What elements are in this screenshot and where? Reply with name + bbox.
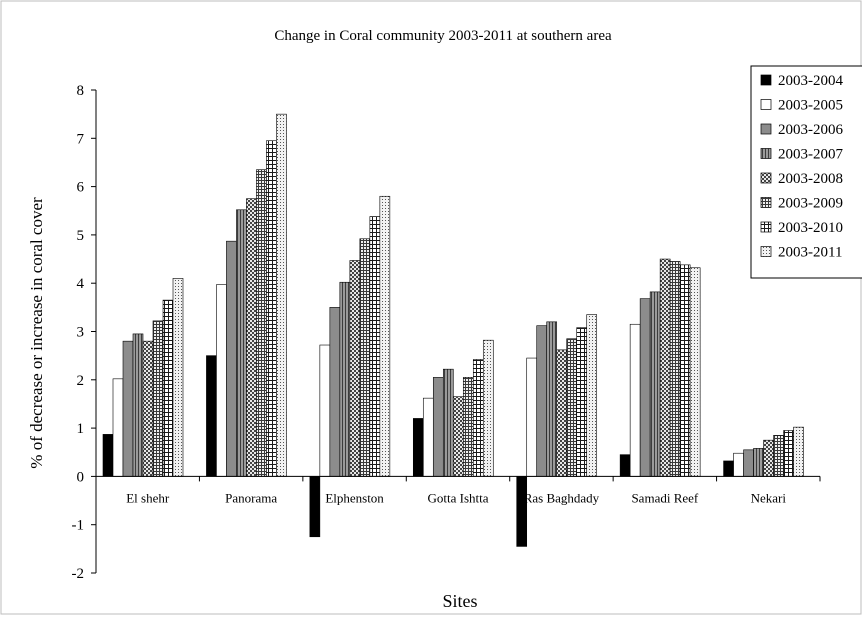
axes: -2 -1 0 1 2 3 4 5 6 7 8 El shehr Panorama Elphenston G…: [72, 83, 821, 582]
x-axis-label: Sites: [442, 591, 477, 611]
bar-2003-2011-samadi-reef: [689, 267, 701, 477]
legend-swatch: [760, 74, 772, 86]
bar-2003-2009-nekari: [773, 435, 784, 477]
bar-2003-2004-samadi-reef: [619, 454, 631, 477]
bar-2003-2011-panorama: [276, 113, 287, 477]
bar-2003-2008-ras-baghdady: [556, 349, 568, 477]
y-tick-label: 3: [77, 325, 85, 341]
y-tick-label: 5: [77, 228, 85, 244]
bar-2003-2010-nekari: [783, 430, 794, 477]
y-tick-label: -2: [72, 566, 85, 582]
bar-2003-2006-elphenston: [329, 307, 341, 477]
bar-2003-2006-el-shehr: [122, 340, 134, 477]
bar-2003-2007-ras-baghdady: [546, 321, 558, 477]
bar-2003-2005-ras-baghdady: [526, 357, 538, 477]
bar-2003-2007-nekari: [753, 448, 764, 477]
legend-swatch: [760, 99, 772, 110]
bar-2003-2005-samadi-reef: [629, 323, 641, 477]
bar-2003-2008-nekari: [763, 439, 774, 477]
bar-2003-2010-samadi-reef: [679, 264, 691, 477]
x-tick-label: El shehr: [126, 490, 170, 505]
legend-swatch: [760, 172, 772, 184]
y-tick-label: 1: [77, 421, 85, 437]
y-tick-label: -1: [72, 518, 85, 534]
bar-2003-2004-gotta-ishtta: [412, 418, 424, 477]
bar-2003-2009-el-shehr: [152, 320, 164, 477]
x-tick-label: Ras Baghdady: [524, 490, 600, 505]
bar-2003-2011-ras-baghdady: [586, 314, 598, 477]
bar-2003-2005-el-shehr: [112, 378, 124, 477]
bar-2003-2010-el-shehr: [162, 299, 174, 477]
bar-2003-2005-nekari: [733, 452, 744, 477]
bar-2003-2011-gotta-ishtta: [482, 339, 494, 477]
bar-2003-2008-elphenston: [349, 260, 361, 477]
legend-swatch: [760, 123, 772, 135]
legend: 2003-2004 2003-2005 2003-2006 2003-2007 2003…: [750, 65, 862, 279]
legend-label: 2003-2011: [778, 245, 842, 261]
legend-label: 2003-2005: [778, 98, 843, 114]
bar-2003-2005-panorama: [216, 284, 227, 477]
bar-2003-2009-panorama: [256, 169, 267, 477]
bar-2003-2011-el-shehr: [172, 278, 184, 477]
x-tick-label: Gotta Ishtta: [427, 490, 488, 505]
legend-label: 2003-2008: [778, 171, 843, 187]
bar-2003-2010-ras-baghdady: [576, 327, 588, 477]
bars-layer: [102, 113, 804, 547]
legend-label: 2003-2009: [778, 196, 843, 212]
bar-2003-2004-ras-baghdady: [516, 476, 528, 547]
legend-swatch: [760, 221, 772, 233]
bar-2003-2010-gotta-ishtta: [472, 359, 484, 477]
bar-2003-2007-samadi-reef: [649, 291, 661, 477]
y-tick-label: 0: [77, 469, 85, 485]
x-tick-label: Nekari: [751, 490, 787, 505]
bar-2003-2011-nekari: [793, 426, 804, 477]
bar-2003-2006-nekari: [743, 449, 754, 477]
legend-label: 2003-2004: [778, 73, 843, 89]
bar-2003-2007-elphenston: [339, 281, 351, 477]
bar-2003-2006-ras-baghdady: [536, 325, 548, 477]
bar-2003-2006-panorama: [226, 240, 237, 477]
x-tick-label: Panorama: [225, 490, 277, 505]
legend-swatch: [760, 246, 772, 257]
bar-2003-2004-elphenston: [309, 476, 321, 538]
bar-2003-2008-samadi-reef: [659, 258, 671, 477]
bar-2003-2005-gotta-ishtta: [422, 397, 434, 477]
chart-title: Change in Coral community 2003-2011 at s…: [274, 28, 612, 44]
bar-2003-2004-panorama: [206, 355, 217, 477]
bar-2003-2008-panorama: [246, 198, 257, 477]
y-tick-label: 8: [77, 83, 85, 99]
bar-2003-2008-gotta-ishtta: [452, 396, 464, 477]
y-axis-label: % of decrease or increase in coral cover: [27, 197, 46, 469]
y-tick-label: 6: [77, 180, 85, 196]
bar-2003-2009-elphenston: [359, 238, 371, 477]
bar-2003-2007-gotta-ishtta: [442, 368, 454, 477]
bar-2003-2010-panorama: [266, 140, 277, 477]
bar-2003-2008-el-shehr: [142, 340, 154, 477]
bar-2003-2009-gotta-ishtta: [462, 377, 474, 477]
bar-2003-2004-el-shehr: [102, 434, 114, 477]
y-tick-label: 4: [77, 276, 85, 292]
bar-2003-2011-elphenston: [379, 195, 391, 477]
bar-2003-2010-elphenston: [369, 216, 381, 477]
bar-2003-2007-panorama: [236, 209, 247, 477]
bar-2003-2009-samadi-reef: [669, 261, 681, 477]
legend-label: 2003-2010: [778, 220, 843, 236]
bar-2003-2006-gotta-ishtta: [432, 377, 444, 477]
legend-label: 2003-2007: [778, 147, 843, 163]
legend-label: 2003-2006: [778, 122, 843, 138]
bar-2003-2009-ras-baghdady: [566, 338, 578, 477]
y-tick-label: 2: [77, 373, 85, 389]
bar-2003-2006-samadi-reef: [639, 298, 651, 477]
x-tick-label: Samadi Reef: [631, 490, 698, 505]
legend-swatch: [760, 148, 772, 159]
y-tick-label: 7: [77, 131, 85, 147]
bar-2003-2007-el-shehr: [132, 333, 144, 477]
x-tick-label: Elphenston: [325, 490, 384, 505]
bar-2003-2004-nekari: [723, 460, 734, 477]
legend-swatch: [760, 197, 772, 208]
bar-2003-2005-elphenston: [319, 344, 331, 477]
